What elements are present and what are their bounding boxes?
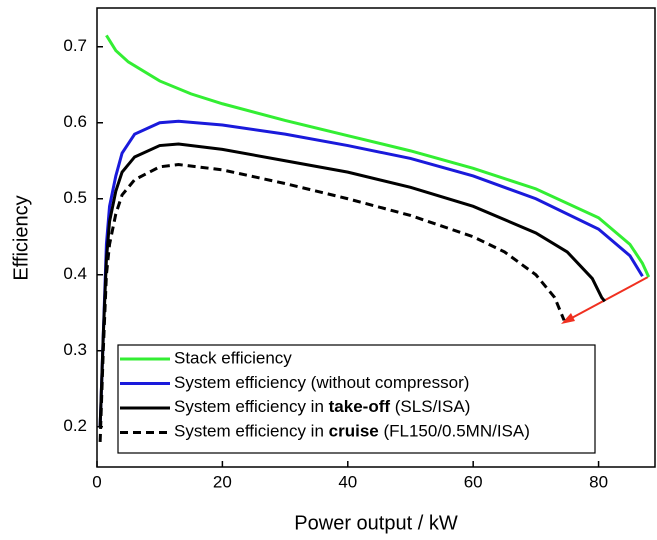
legend-label: Stack efficiency (174, 348, 292, 367)
series-line (105, 34, 651, 278)
y-axis-title: Efficiency (10, 195, 32, 280)
legend-box (117, 344, 596, 454)
x-tick-label: 60 (464, 472, 483, 491)
plot-frame (96, 7, 656, 468)
x-tick-label: 80 (589, 472, 608, 491)
x-tick-label: 40 (338, 472, 357, 491)
legend-label-part: System efficiency in (174, 397, 329, 416)
x-tick-label: 0 (92, 472, 101, 491)
y-tick-label: 0.4 (63, 264, 87, 283)
legend-label-part: (FL150/0.5MN/ISA) (379, 422, 530, 441)
x-tick-label: 20 (213, 472, 232, 491)
series-line (98, 142, 606, 427)
arrow-head (561, 313, 575, 324)
y-tick-label: 0.5 (63, 188, 87, 207)
legend-label-part: System efficiency in (174, 422, 329, 441)
legend-label: System efficiency in take-off (SLS/ISA) (174, 397, 470, 416)
legend-label-part: take-off (329, 397, 391, 416)
y-tick-label: 0.3 (63, 340, 87, 359)
legend-label-part: (SLS/ISA) (390, 397, 470, 416)
x-axis-title: Power output / kW (294, 512, 458, 534)
y-tick-label: 0.7 (63, 36, 87, 55)
series-line (98, 119, 644, 427)
y-tick-label: 0.2 (63, 416, 87, 435)
legend-label: System efficiency (without compressor) (174, 373, 469, 392)
y-tick-label: 0.6 (63, 112, 87, 131)
legend-label: System efficiency in cruise (FL150/0.5MN… (174, 422, 530, 441)
arrow (567, 276, 649, 321)
legend-label-part: cruise (329, 422, 379, 441)
